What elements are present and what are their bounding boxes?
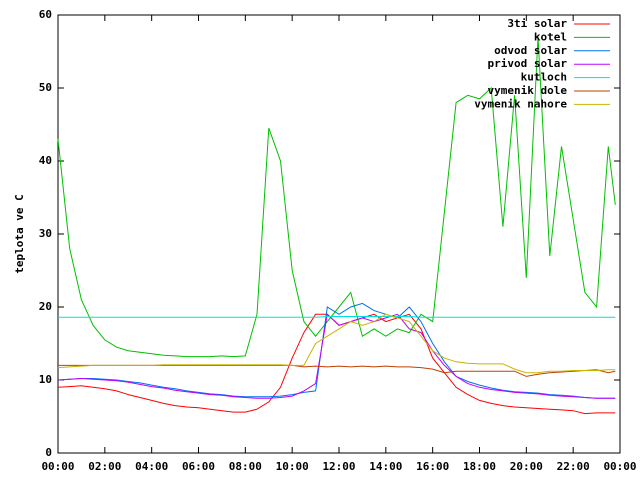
x-tick-label: 06:00	[182, 460, 215, 473]
x-tick-label: 12:00	[322, 460, 355, 473]
y-tick-label: 50	[39, 81, 52, 94]
x-tick-label: 22:00	[557, 460, 590, 473]
x-tick-label: 00:00	[603, 460, 636, 473]
y-tick-label: 20	[39, 300, 52, 313]
x-tick-label: 20:00	[510, 460, 543, 473]
series-line	[57, 313, 616, 399]
y-tick-label: 0	[45, 446, 52, 459]
x-tick-label: 16:00	[416, 460, 449, 473]
x-tick-label: 18:00	[463, 460, 496, 473]
y-tick-label: 10	[39, 373, 52, 386]
legend-label: vymenik nahore	[474, 97, 567, 110]
x-tick-label: 02:00	[88, 460, 121, 473]
series-line	[57, 36, 616, 358]
series-line	[57, 313, 616, 374]
legend-label: privod solar	[488, 57, 568, 70]
series-line	[58, 316, 616, 318]
legend-label: kotel	[534, 30, 567, 43]
series-line	[57, 302, 616, 399]
y-tick-label: 30	[39, 227, 52, 240]
y-tick-label: 40	[39, 154, 52, 167]
legend-label: 3ti solar	[507, 17, 567, 30]
x-tick-label: 00:00	[41, 460, 74, 473]
legend-label: kutloch	[521, 71, 567, 84]
series-line	[58, 364, 616, 377]
y-tick-label: 60	[39, 8, 52, 21]
legend-label: vymenik dole	[488, 84, 568, 97]
series-line	[57, 313, 616, 415]
legend-label: odvod solar	[494, 44, 567, 57]
x-tick-label: 08:00	[229, 460, 262, 473]
y-axis-label: teplota ve C	[13, 194, 26, 273]
x-tick-label: 14:00	[369, 460, 402, 473]
x-tick-label: 10:00	[276, 460, 309, 473]
x-tick-label: 04:00	[135, 460, 168, 473]
